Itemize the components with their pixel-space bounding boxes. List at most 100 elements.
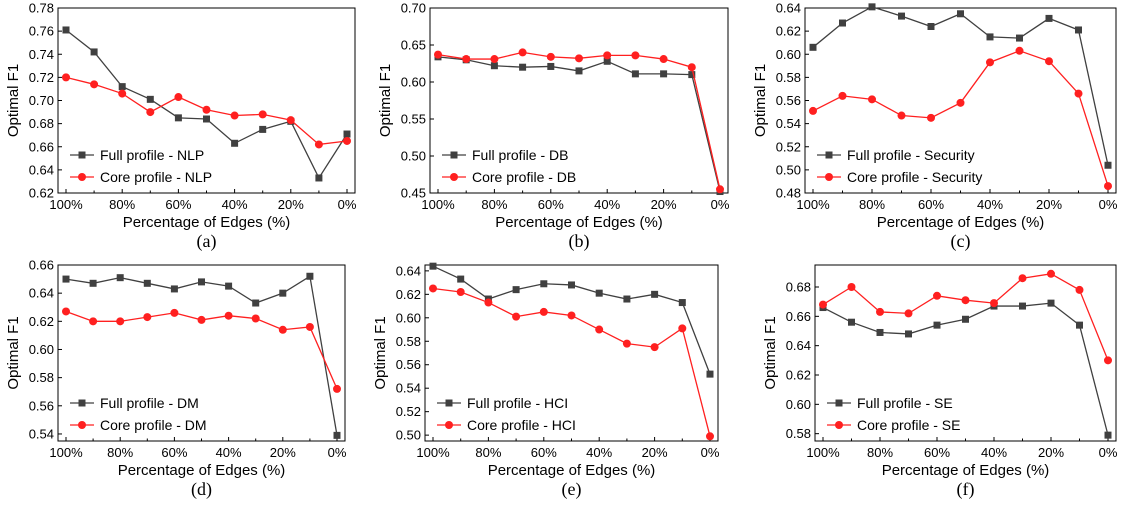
data-point-core — [305, 322, 314, 331]
data-point-core — [343, 136, 351, 145]
data-point-core — [809, 106, 817, 115]
data-point-full — [116, 274, 124, 282]
legend: Full profile - SE Core profile - SE — [827, 395, 960, 433]
x-axis-label: Percentage of Edges (%) — [123, 214, 291, 231]
legend-label: Core profile - HCI — [467, 417, 576, 433]
data-point-full — [688, 71, 696, 79]
y-tick-label: 0.52 — [776, 139, 801, 154]
series-line-core — [432, 287, 711, 437]
y-tick-label: 0.54 — [776, 116, 801, 131]
plot-frame — [424, 264, 719, 442]
x-tick-label: 80% — [107, 445, 133, 460]
y-tick-label: 0.58 — [396, 334, 421, 349]
x-axis-label: Percentage of Edges (%) — [488, 462, 656, 479]
data-point-core — [595, 325, 604, 334]
x-tick-label: 20% — [278, 197, 304, 212]
data-point-core — [333, 384, 341, 393]
y-tick-label: 0.58 — [776, 70, 801, 85]
data-point-full — [876, 328, 884, 336]
legend-label: Core profile - Security — [847, 169, 982, 185]
x-tick-label: 80% — [481, 197, 507, 212]
y-tick-label: 0.60 — [786, 397, 811, 412]
x-tick-label: 0% — [1099, 197, 1118, 212]
x-tick-label: 0% — [701, 445, 720, 460]
data-point-core — [286, 116, 295, 125]
x-tick-label: 20% — [270, 445, 296, 460]
data-point-full — [519, 63, 527, 71]
data-point-full — [170, 285, 178, 293]
data-point-core — [659, 55, 668, 64]
y-tick-label: 0.58 — [29, 370, 54, 385]
x-tick-label: 40% — [594, 197, 620, 212]
data-point-full — [225, 282, 233, 290]
data-point-full — [198, 278, 205, 286]
y-tick-label: 0.68 — [786, 280, 811, 295]
x-tick-label: 40% — [977, 197, 1003, 212]
chart-panel-d: 0.54 0.56 0.58 0.60 0.62 0.64 0.66 100% 80% 60% 40… — [5, 258, 347, 501]
x-tick-label: 20% — [642, 445, 668, 460]
legend-label: Full profile - NLP — [100, 147, 204, 163]
y-tick-label: 0.70 — [401, 1, 426, 16]
data-point-full — [89, 279, 97, 287]
data-point-full — [490, 62, 498, 70]
plot-frame — [57, 7, 356, 194]
data-point-core — [197, 315, 206, 324]
data-point-core — [518, 48, 527, 57]
data-point-full — [259, 125, 267, 133]
legend-label: Full profile - DB — [472, 147, 568, 163]
data-point-core — [1104, 356, 1112, 365]
y-tick-label: 0.54 — [396, 381, 421, 396]
data-point-full — [660, 70, 668, 78]
data-point-core — [90, 80, 99, 89]
data-point-full — [62, 26, 70, 34]
data-point-full — [90, 48, 98, 56]
x-tick-label: 40% — [586, 445, 612, 460]
data-point-full — [927, 23, 935, 30]
chart-panel-b: 0.45 0.50 0.55 0.60 0.65 0.70 100% 80% 60% 40% 20%… — [377, 1, 730, 253]
data-point-full — [333, 431, 341, 439]
data-point-full — [174, 114, 182, 122]
y-tick-label: 0.64 — [776, 1, 801, 16]
y-tick-label: 0.64 — [29, 286, 54, 301]
data-point-core — [116, 317, 125, 326]
data-point-core — [716, 185, 724, 194]
data-point-core — [202, 105, 211, 114]
legend: Full profile - Security Core profile - Se… — [817, 147, 982, 185]
y-axis-label: Optimal F1 — [5, 64, 22, 137]
x-tick-label: 100% — [49, 445, 83, 460]
y-tick-label: 0.76 — [29, 24, 54, 39]
data-point-full — [957, 10, 964, 18]
data-point-core — [484, 298, 493, 307]
data-point-full — [1104, 161, 1112, 169]
data-point-core — [956, 98, 965, 107]
data-point-core — [986, 58, 994, 67]
data-point-core — [1074, 89, 1083, 98]
y-tick-label: 0.62 — [396, 287, 421, 302]
data-point-core — [567, 311, 576, 320]
legend-marker-circle — [835, 421, 843, 429]
legend-marker-square — [78, 399, 86, 407]
x-tick-label: 100% — [416, 445, 450, 460]
x-tick-label: 0% — [328, 445, 347, 460]
data-point-core — [847, 283, 856, 291]
x-tick-label: 100% — [421, 197, 455, 212]
data-point-core — [990, 299, 998, 308]
x-tick-label: 100% — [806, 445, 840, 460]
chart-panel-f: 0.58 0.60 0.62 0.64 0.66 0.68 100% 80% 60% 40% 20%… — [762, 264, 1118, 500]
data-point-core — [927, 113, 935, 122]
data-point-core — [539, 307, 548, 316]
x-tick-label: 40% — [216, 445, 242, 460]
x-tick-label: 40% — [981, 445, 1007, 460]
data-point-core — [575, 54, 583, 63]
data-point-full — [986, 33, 994, 41]
data-point-full — [839, 19, 846, 27]
data-point-full — [962, 315, 969, 323]
data-point-core — [1075, 285, 1084, 294]
y-tick-label: 0.62 — [29, 314, 54, 329]
data-point-core — [62, 307, 70, 316]
legend-marker-square — [450, 151, 458, 159]
y-tick-label: 0.66 — [29, 139, 54, 154]
legend-marker-circle — [445, 421, 453, 429]
legend: Full profile - HCI Core profile - HCI — [437, 395, 576, 433]
